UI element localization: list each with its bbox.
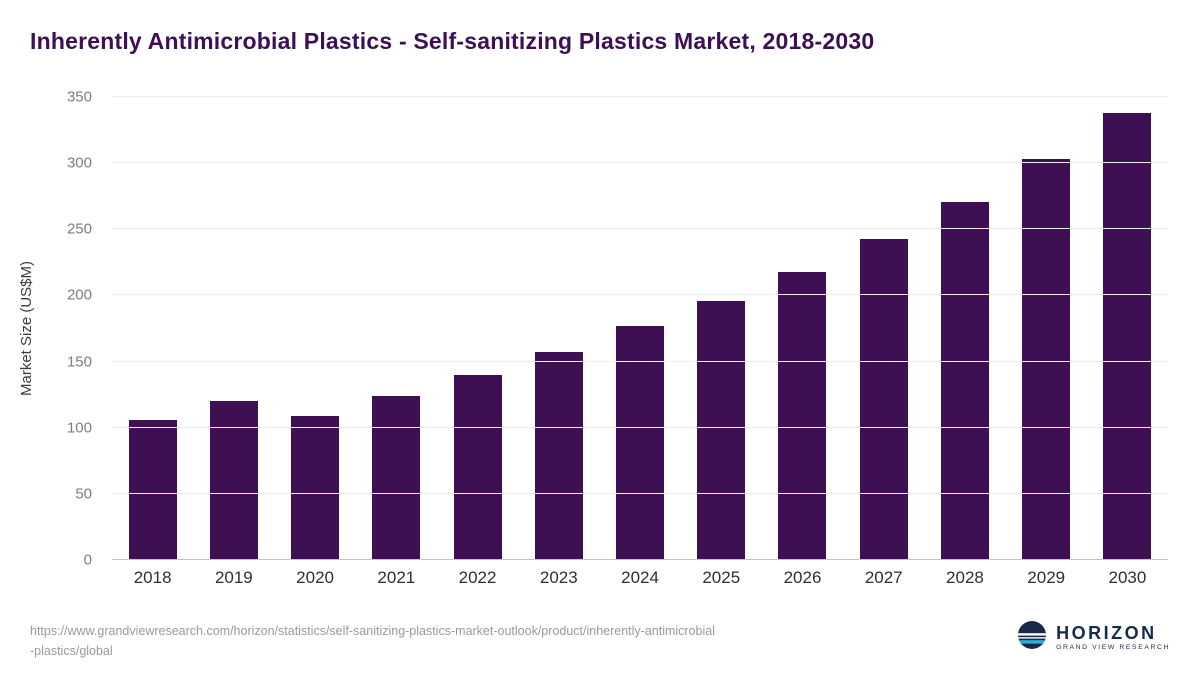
gridline-250 xyxy=(112,228,1168,230)
bar-column-2021 xyxy=(356,97,437,560)
ytick-label-300: 300 xyxy=(66,154,92,172)
bar-column-2022 xyxy=(437,97,518,560)
xlabel-2018: 2018 xyxy=(133,568,172,587)
ytick-label-0: 0 xyxy=(83,551,92,569)
bar-2028 xyxy=(940,201,989,560)
bar-column-2027 xyxy=(843,97,924,560)
bar-2018 xyxy=(128,419,177,560)
bar-2026 xyxy=(778,271,827,560)
xlabel-2024: 2024 xyxy=(621,568,659,587)
horizon-globe-icon xyxy=(1017,620,1047,655)
chart-title: Inherently Antimicrobial Plastics - Self… xyxy=(30,28,875,54)
bar-2023 xyxy=(534,352,583,560)
bar-column-2025 xyxy=(681,97,762,560)
gridline-200 xyxy=(112,294,1168,296)
gridline-350 xyxy=(112,96,1168,97)
source-url-line2: -plastics/global xyxy=(30,643,113,658)
ytick-label-50: 50 xyxy=(75,485,92,503)
bar-column-2030 xyxy=(1087,97,1168,560)
footer: https://www.grandviewresearch.com/horizo… xyxy=(30,620,1170,661)
bar-column-2020 xyxy=(274,97,355,560)
xlabel-2030: 2030 xyxy=(1108,568,1147,587)
xlabel-2021: 2021 xyxy=(377,568,416,587)
bar-column-2024 xyxy=(599,97,680,560)
gridline-150 xyxy=(112,360,1168,362)
ytick-label-250: 250 xyxy=(66,220,92,238)
xlabel-2019: 2019 xyxy=(214,568,253,587)
bar-2022 xyxy=(453,374,502,560)
source-url: https://www.grandviewresearch.com/horizo… xyxy=(30,622,715,661)
horizon-logo: HORIZON GRAND VIEW RESEARCH xyxy=(1017,620,1170,661)
ytick-label-150: 150 xyxy=(66,353,92,371)
y-axis-ticks: 0 50 100 150 200 250 300 350 xyxy=(0,89,100,569)
bar-column-2029 xyxy=(1006,97,1087,560)
gridline-0 xyxy=(112,559,1168,560)
logo-name: HORIZON xyxy=(1056,622,1157,643)
ytick-label-350: 350 xyxy=(66,88,92,106)
xlabel-2028: 2028 xyxy=(946,568,984,587)
xlabel-2026: 2026 xyxy=(783,568,822,587)
bar-column-2023 xyxy=(518,97,599,560)
ytick-label-200: 200 xyxy=(66,286,92,304)
bar-2019 xyxy=(209,401,258,560)
bar-column-2026 xyxy=(762,97,843,560)
logo-subtitle: GRAND VIEW RESEARCH xyxy=(1056,644,1170,652)
bar-2027 xyxy=(859,238,908,560)
gridline-100 xyxy=(112,426,1168,428)
source-url-line1: https://www.grandviewresearch.com/horizo… xyxy=(30,624,715,639)
ytick-label-100: 100 xyxy=(66,419,92,437)
bar-column-2019 xyxy=(193,97,274,560)
xlabel-2025: 2025 xyxy=(702,568,741,587)
plot-area xyxy=(112,96,1168,560)
bar-2020 xyxy=(291,415,340,560)
xlabel-2029: 2029 xyxy=(1027,568,1066,587)
gridline-300 xyxy=(112,162,1168,164)
bar-2024 xyxy=(616,325,665,560)
bar-column-2028 xyxy=(924,97,1005,560)
bar-2030 xyxy=(1103,112,1152,560)
x-axis-labels: 2018 2019 2020 2021 2022 2023 2024 2025 2026 2027… xyxy=(112,568,1168,588)
gridline-50 xyxy=(112,492,1168,494)
logo-text: HORIZON GRAND VIEW RESEARCH xyxy=(1056,622,1170,652)
xlabel-2027: 2027 xyxy=(864,568,903,587)
xlabel-2023: 2023 xyxy=(539,568,578,587)
xlabel-2020: 2020 xyxy=(296,568,334,587)
xlabel-2022: 2022 xyxy=(458,568,497,587)
bar-2021 xyxy=(372,395,421,560)
bar-column-2018 xyxy=(112,97,193,560)
bar-series xyxy=(112,97,1168,560)
bar-2025 xyxy=(697,300,746,560)
